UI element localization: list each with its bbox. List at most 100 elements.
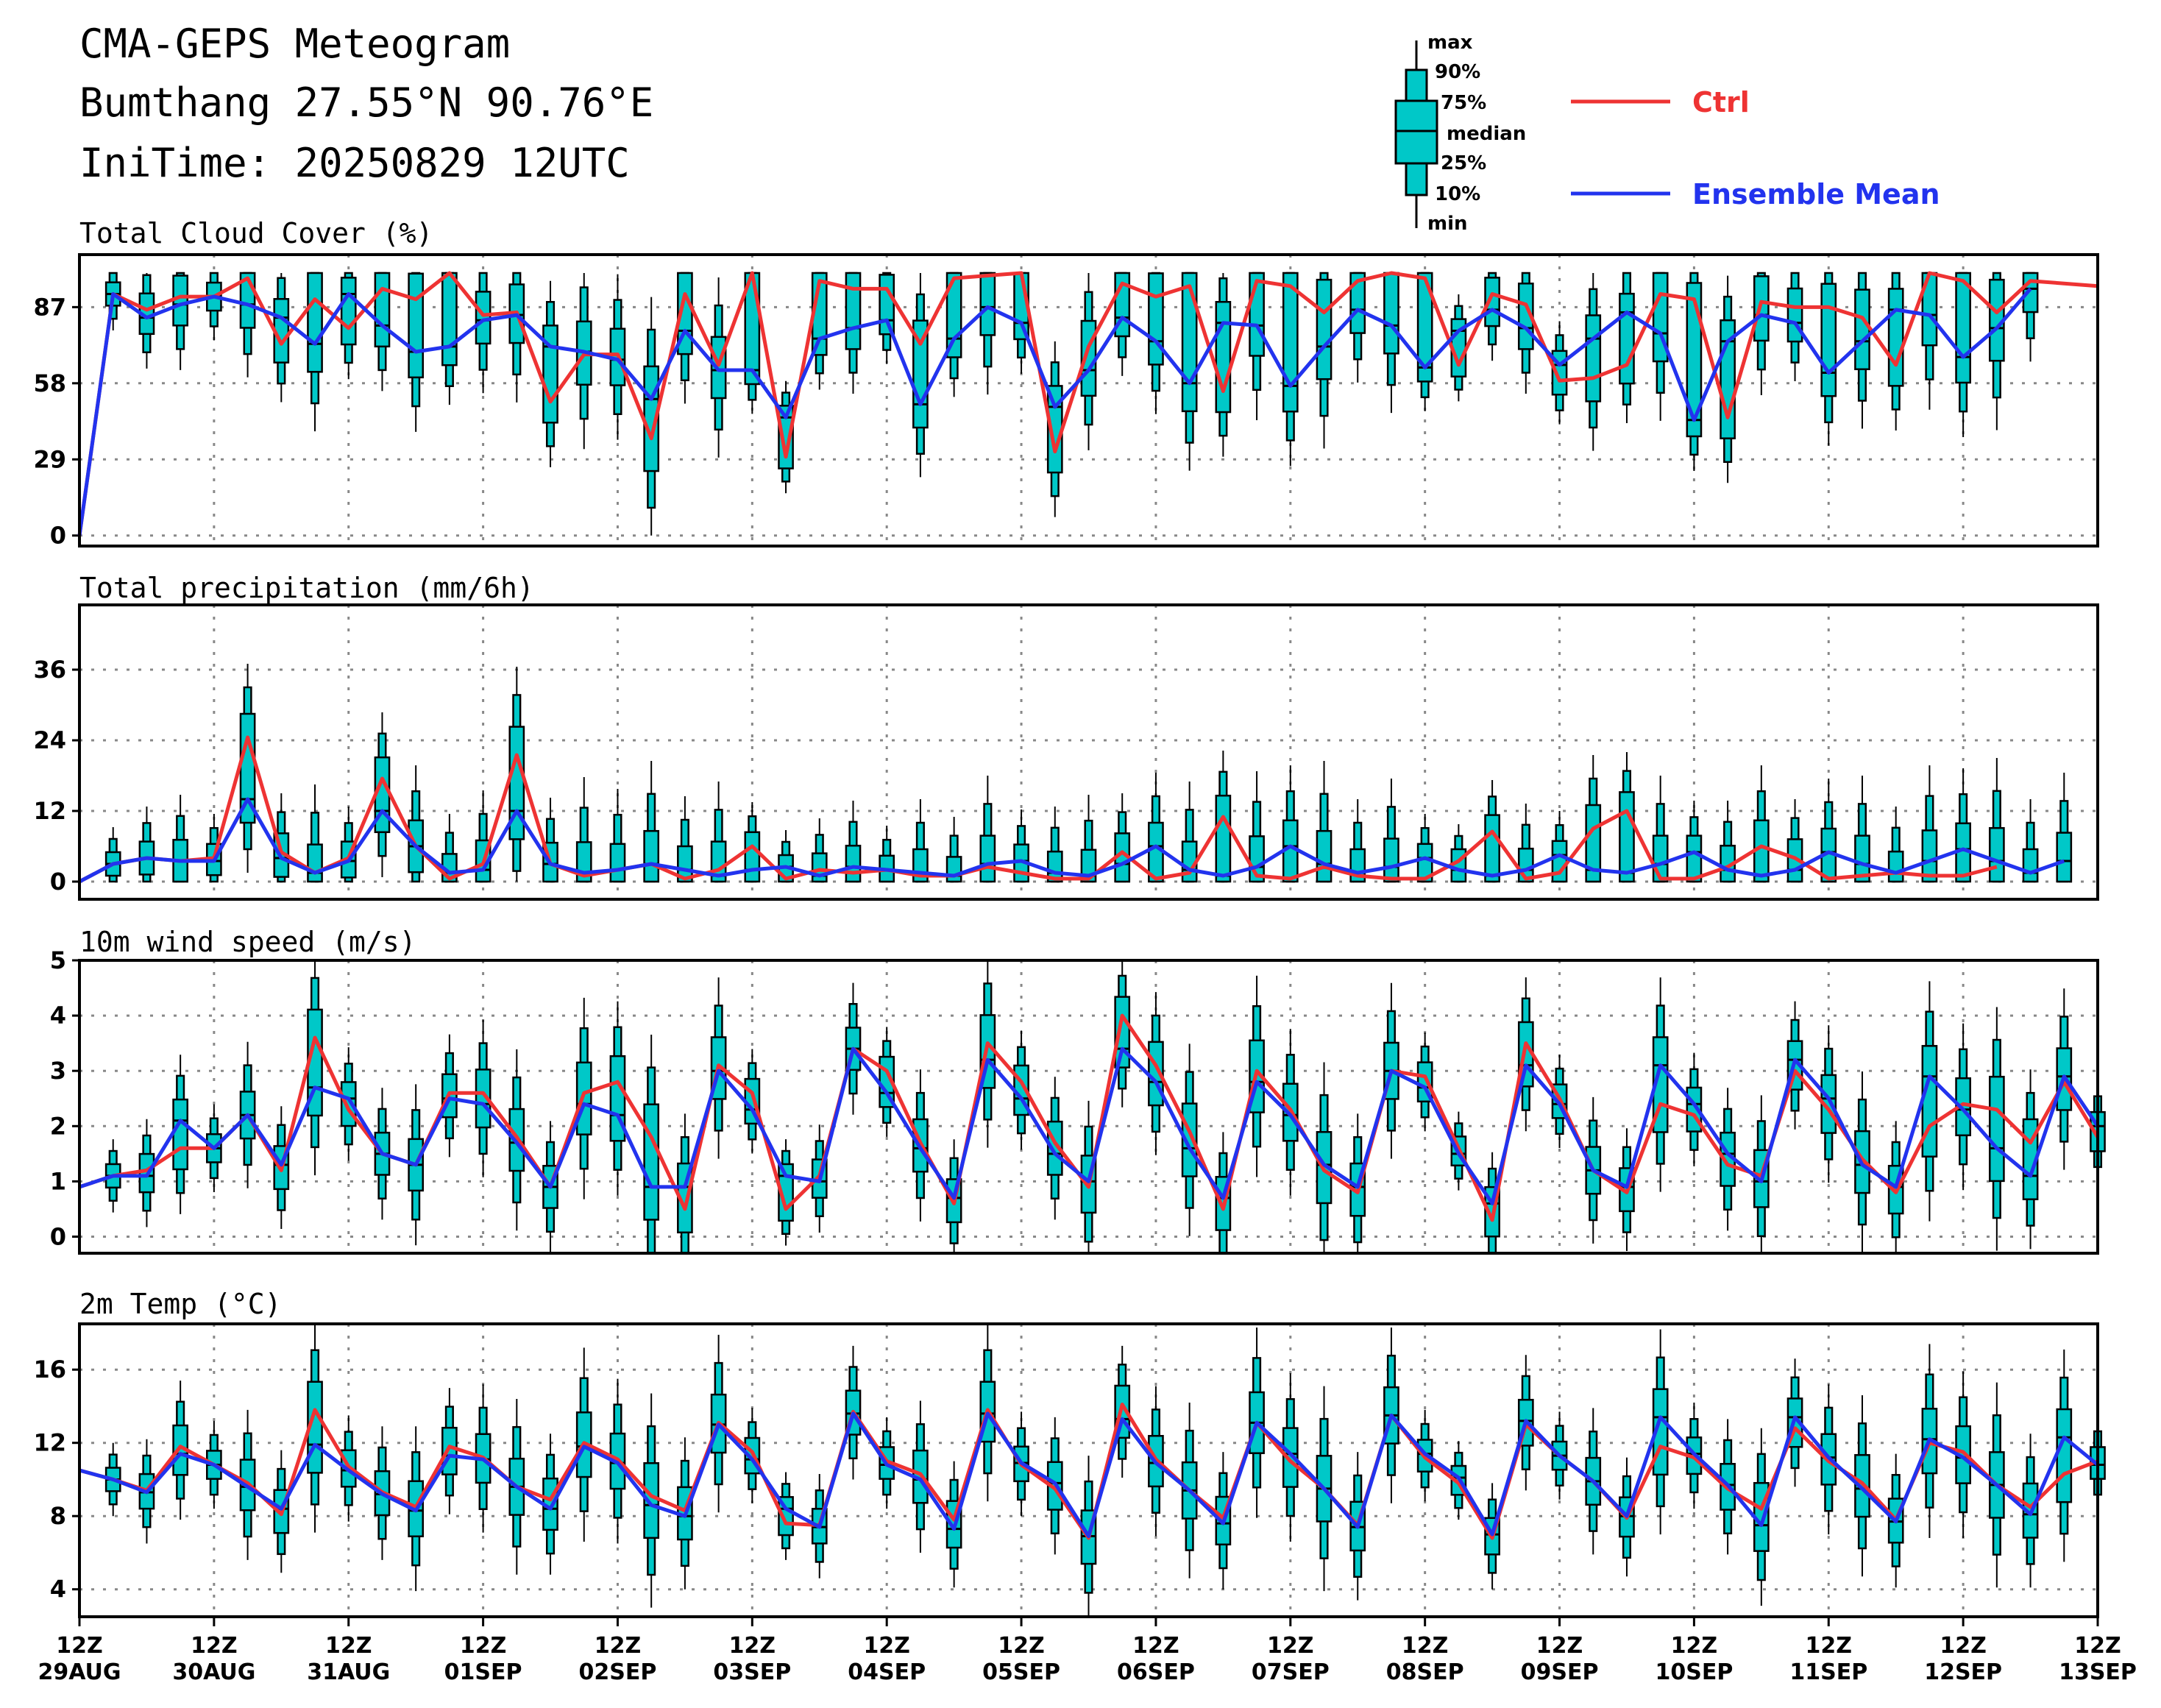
box-inner — [1181, 272, 1198, 413]
x-tick-date-label: 13SEP — [2059, 1659, 2137, 1685]
y-tick-label: 16 — [33, 1356, 66, 1383]
x-tick-hour-label: 12Z — [1940, 1633, 1987, 1659]
y-tick-label: 36 — [33, 656, 66, 684]
box-inner — [1820, 283, 1837, 397]
chart-title: CMA-GEPS Meteogram — [79, 21, 511, 67]
box-inner — [2022, 848, 2039, 883]
legend-ctrl-label: Ctrl — [1692, 86, 1750, 118]
legend-mean-label: Ensemble Mean — [1692, 178, 1940, 210]
box-inner — [1786, 287, 1803, 343]
legend-box-label: 10% — [1435, 183, 1480, 205]
box-inner — [340, 277, 357, 346]
box-inner — [1686, 282, 1703, 438]
box-inner — [1753, 275, 1770, 342]
y-tick-label: 1 — [50, 1167, 66, 1195]
box-inner — [1686, 834, 1703, 883]
box-inner — [744, 831, 761, 883]
y-tick-label: 24 — [33, 726, 66, 754]
box-inner — [2056, 832, 2073, 883]
box-inner — [1349, 272, 1366, 334]
box-inner — [441, 1426, 458, 1475]
box-inner — [1484, 814, 1500, 883]
box-inner — [1854, 834, 1870, 883]
chart-panel-2: 0 1 2 3 4 5 — [50, 946, 2106, 1255]
init-time-label: IniTime: 20250829 12UTC — [79, 140, 630, 186]
y-tick-label: 29 — [33, 445, 66, 473]
box-inner — [1887, 288, 1904, 387]
box-inner — [979, 834, 996, 883]
box-inner — [1551, 840, 1568, 883]
box-inner — [1921, 1045, 1938, 1158]
box-inner — [879, 274, 895, 336]
box-inner — [1619, 292, 1635, 385]
y-tick-label: 12 — [33, 797, 66, 825]
x-tick-date-label: 11SEP — [1789, 1659, 1867, 1685]
ctrl-line — [77, 271, 2098, 536]
x-tick-date-label: 31AUG — [307, 1659, 390, 1685]
chart-panel-0: 0 29 58 87 — [33, 253, 2099, 550]
x-tick-date-label: 29AUG — [38, 1659, 121, 1685]
ensemble-mean-line — [79, 1411, 2099, 1539]
box-inner — [374, 272, 391, 348]
box-inner — [2056, 1408, 2073, 1503]
box-inner — [441, 272, 458, 366]
y-tick-label: 87 — [33, 293, 66, 321]
box-inner — [643, 1103, 660, 1221]
box-inner — [475, 1069, 492, 1129]
x-tick-hour-label: 12Z — [998, 1633, 1045, 1659]
ctrl-line — [78, 735, 1998, 884]
x-tick-date-label: 03SEP — [713, 1659, 791, 1685]
panel-frame — [78, 1322, 2099, 1618]
box-inner — [1215, 300, 1232, 414]
box-inner — [677, 845, 693, 883]
box-inner — [1383, 272, 1399, 355]
x-tick-hour-label: 12Z — [1671, 1633, 1718, 1659]
x-tick-date-label: 02SEP — [579, 1659, 657, 1685]
chart-panel-3: 4 8 12 16 — [33, 1322, 2106, 1618]
box-inner — [778, 405, 794, 469]
x-tick-hour-label: 12Z — [1402, 1633, 1449, 1659]
box-inner — [1619, 791, 1635, 883]
y-tick-label: 0 — [50, 522, 66, 550]
box-inner — [307, 843, 323, 883]
legend-box-label: 90% — [1435, 61, 1480, 83]
x-tick-hour-label: 12Z — [1267, 1633, 1314, 1659]
box-inner — [1585, 804, 1602, 883]
y-tick-label: 3 — [50, 1057, 66, 1085]
box-inner — [307, 272, 323, 373]
x-tick-hour-label: 12Z — [325, 1633, 372, 1659]
y-tick-label: 8 — [50, 1502, 66, 1530]
ensemble-mean-line — [77, 287, 2032, 536]
x-tick-hour-label: 12Z — [1536, 1633, 1583, 1659]
x-tick-hour-label: 12Z — [729, 1633, 776, 1659]
x-tick-date-label: 05SEP — [982, 1659, 1060, 1685]
x-tick-hour-label: 12Z — [1806, 1633, 1853, 1659]
box-inner — [172, 1098, 189, 1171]
box-inner — [1854, 288, 1870, 370]
box-inner — [1148, 272, 1164, 366]
legend-box-glyph — [1394, 40, 1438, 228]
box-inner — [475, 291, 492, 345]
y-tick-label: 5 — [50, 946, 66, 974]
panel-frame — [78, 959, 2099, 1255]
location-label: Bumthang 27.55°N 90.76°E — [79, 79, 654, 126]
box-inner — [1282, 272, 1299, 413]
y-tick-label: 12 — [33, 1429, 66, 1457]
x-tick-date-label: 07SEP — [1252, 1659, 1330, 1685]
x-tick-date-label: 09SEP — [1521, 1659, 1599, 1685]
x-tick-date-label: 01SEP — [444, 1659, 522, 1685]
box-inner — [1854, 1453, 1870, 1518]
box-inner — [1316, 829, 1333, 883]
legend-box-label: 25% — [1441, 152, 1486, 174]
box-inner — [1282, 1427, 1299, 1488]
box-inner — [1988, 826, 2005, 883]
legend-box-label: 75% — [1441, 92, 1486, 114]
box-inner — [1416, 843, 1433, 883]
legend-box-label: min — [1427, 213, 1468, 235]
x-tick-date-label: 06SEP — [1117, 1659, 1195, 1685]
y-tick-label: 0 — [50, 868, 66, 896]
box-inner — [845, 272, 862, 350]
box-inner — [1988, 1075, 2005, 1183]
box-inner — [1316, 278, 1333, 380]
box-inner — [1416, 272, 1433, 383]
